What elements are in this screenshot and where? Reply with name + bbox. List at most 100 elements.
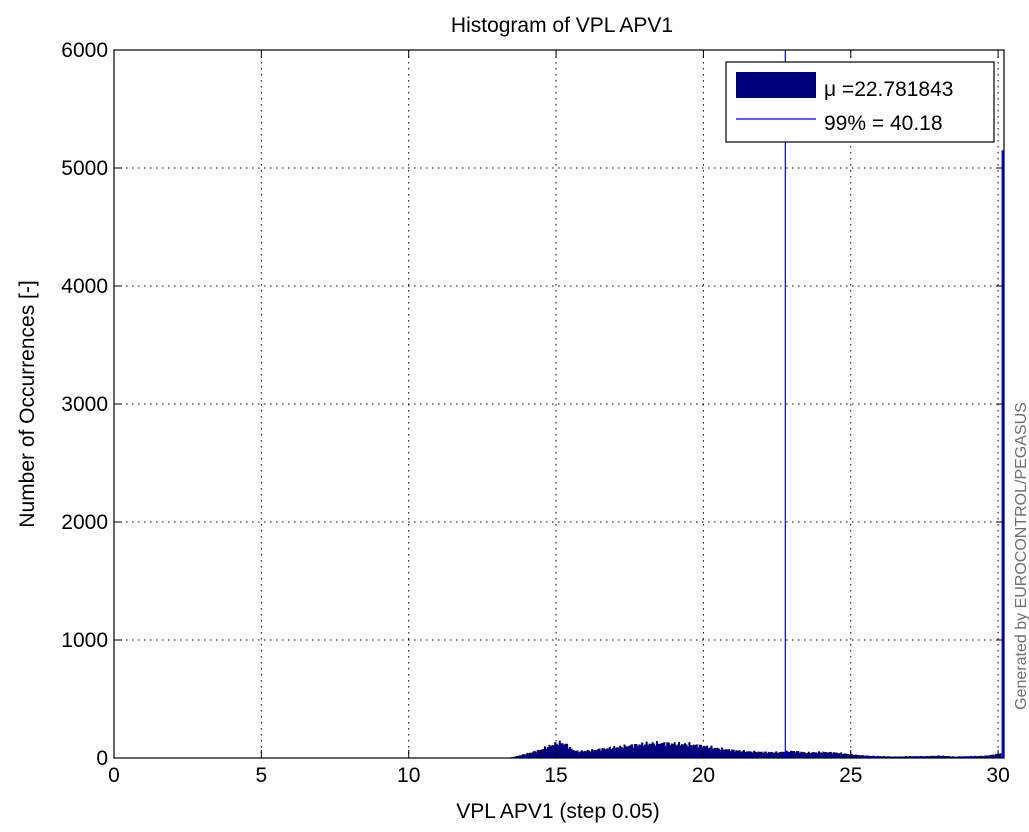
- histogram-bar: [595, 750, 598, 758]
- histogram-bar: [884, 756, 887, 758]
- histogram-bar: [716, 747, 719, 758]
- histogram-bar: [763, 751, 766, 758]
- histogram-bar: [960, 756, 964, 758]
- histogram-bar: [859, 755, 862, 758]
- histogram-bar: [703, 745, 706, 758]
- x-tick-label: 30: [986, 764, 1009, 787]
- histogram-bar: [729, 751, 732, 758]
- histogram-bar: [800, 751, 803, 758]
- histogram-bar: [630, 744, 633, 758]
- histogram-bar: [925, 756, 928, 758]
- x-tick-label: 25: [839, 764, 862, 787]
- histogram-bar: [645, 741, 648, 758]
- histogram-bar: [717, 748, 720, 758]
- histogram-bar: [543, 746, 547, 758]
- histogram-bar: [966, 756, 969, 758]
- histogram-bar: [566, 743, 569, 758]
- histogram-bar: [913, 756, 916, 758]
- histogram-bar: [523, 754, 526, 758]
- histogram-bar: [657, 743, 660, 758]
- histogram-bar: [790, 750, 793, 758]
- chart-title: Histogram of VPL APV1: [451, 14, 673, 37]
- histogram-bar: [921, 756, 924, 758]
- histogram-bar: [617, 747, 620, 758]
- histogram-bar: [974, 755, 977, 758]
- histogram-bar: [869, 755, 872, 758]
- histogram-bar: [893, 756, 896, 758]
- y-axis-title: Number of Occurrences [-]: [16, 280, 39, 527]
- histogram-bar: [731, 749, 734, 758]
- histogram-bar: [910, 756, 913, 758]
- histogram-bar: [809, 753, 812, 758]
- histogram-bar: [819, 752, 822, 758]
- histogram-bar: [860, 755, 863, 758]
- histogram-bar: [894, 756, 897, 758]
- histogram-bar: [947, 755, 950, 758]
- histogram-bar: [747, 751, 750, 758]
- histogram-bar: [667, 742, 670, 758]
- x-tick-label: 0: [108, 764, 120, 787]
- legend: μ =22.781843 99% = 40.18: [725, 61, 995, 143]
- histogram-bar: [663, 742, 666, 758]
- histogram-bar: [552, 745, 555, 758]
- histogram-bar: [788, 752, 791, 758]
- histogram-bar: [549, 746, 552, 758]
- histogram-bar: [881, 756, 884, 758]
- histogram-bar: [719, 750, 722, 758]
- histogram-bar: [810, 752, 813, 758]
- histogram-bar: [971, 756, 974, 758]
- histogram-bar: [776, 753, 779, 758]
- histogram-bar: [807, 751, 810, 758]
- histogram-bar: [856, 754, 859, 758]
- histogram-bar: [922, 756, 925, 758]
- histogram-bar: [744, 752, 747, 758]
- histogram-bar: [588, 750, 591, 758]
- histogram-bar: [627, 746, 631, 758]
- x-axis-title: VPL APV1 (step 0.05): [456, 800, 660, 823]
- histogram-bar: [750, 751, 753, 758]
- histogram-bar: [529, 752, 532, 758]
- histogram-bar: [890, 756, 893, 758]
- histogram-bar: [518, 755, 521, 758]
- histogram-bar: [664, 745, 667, 758]
- histogram-bar: [782, 751, 785, 758]
- histogram-bar: [902, 756, 905, 758]
- histogram-bar: [514, 756, 517, 758]
- histogram-bar: [732, 749, 735, 758]
- y-tick-label: 5000: [61, 157, 108, 180]
- histogram-bar: [952, 756, 955, 758]
- histogram-bar: [988, 755, 992, 758]
- histogram-bar: [878, 756, 881, 758]
- histogram-bar: [683, 743, 687, 758]
- histogram-bar: [688, 742, 691, 758]
- histogram-bar: [872, 755, 875, 758]
- histogram-bar: [551, 745, 554, 758]
- histogram-bar: [571, 750, 575, 758]
- histogram-bar: [943, 756, 946, 758]
- histogram-bar: [787, 751, 790, 758]
- histogram-bar: [654, 745, 657, 758]
- histogram-bar: [834, 752, 837, 758]
- histogram-bar: [756, 752, 759, 758]
- histogram-bar: [773, 752, 776, 758]
- histogram-bar: [666, 742, 669, 758]
- histogram-bar: [978, 756, 981, 758]
- histogram-bar: [723, 749, 726, 758]
- histogram-bar: [841, 754, 844, 758]
- histogram-bar: [846, 753, 849, 758]
- histogram-bar: [610, 749, 613, 758]
- histogram-bar: [753, 750, 756, 758]
- histogram-bar: [843, 753, 846, 758]
- histogram-bar: [935, 755, 938, 758]
- histogram-bar: [906, 756, 909, 758]
- histogram-bar: [739, 751, 743, 758]
- histogram-bar: [919, 755, 922, 758]
- y-tick-label: 0: [96, 747, 108, 770]
- histogram-bar: [764, 751, 768, 758]
- histogram-bar: [620, 746, 623, 758]
- histogram-bar: [691, 745, 694, 758]
- histogram-bar: [857, 754, 860, 758]
- histogram-bar: [589, 751, 592, 758]
- histogram-data: [507, 50, 1004, 759]
